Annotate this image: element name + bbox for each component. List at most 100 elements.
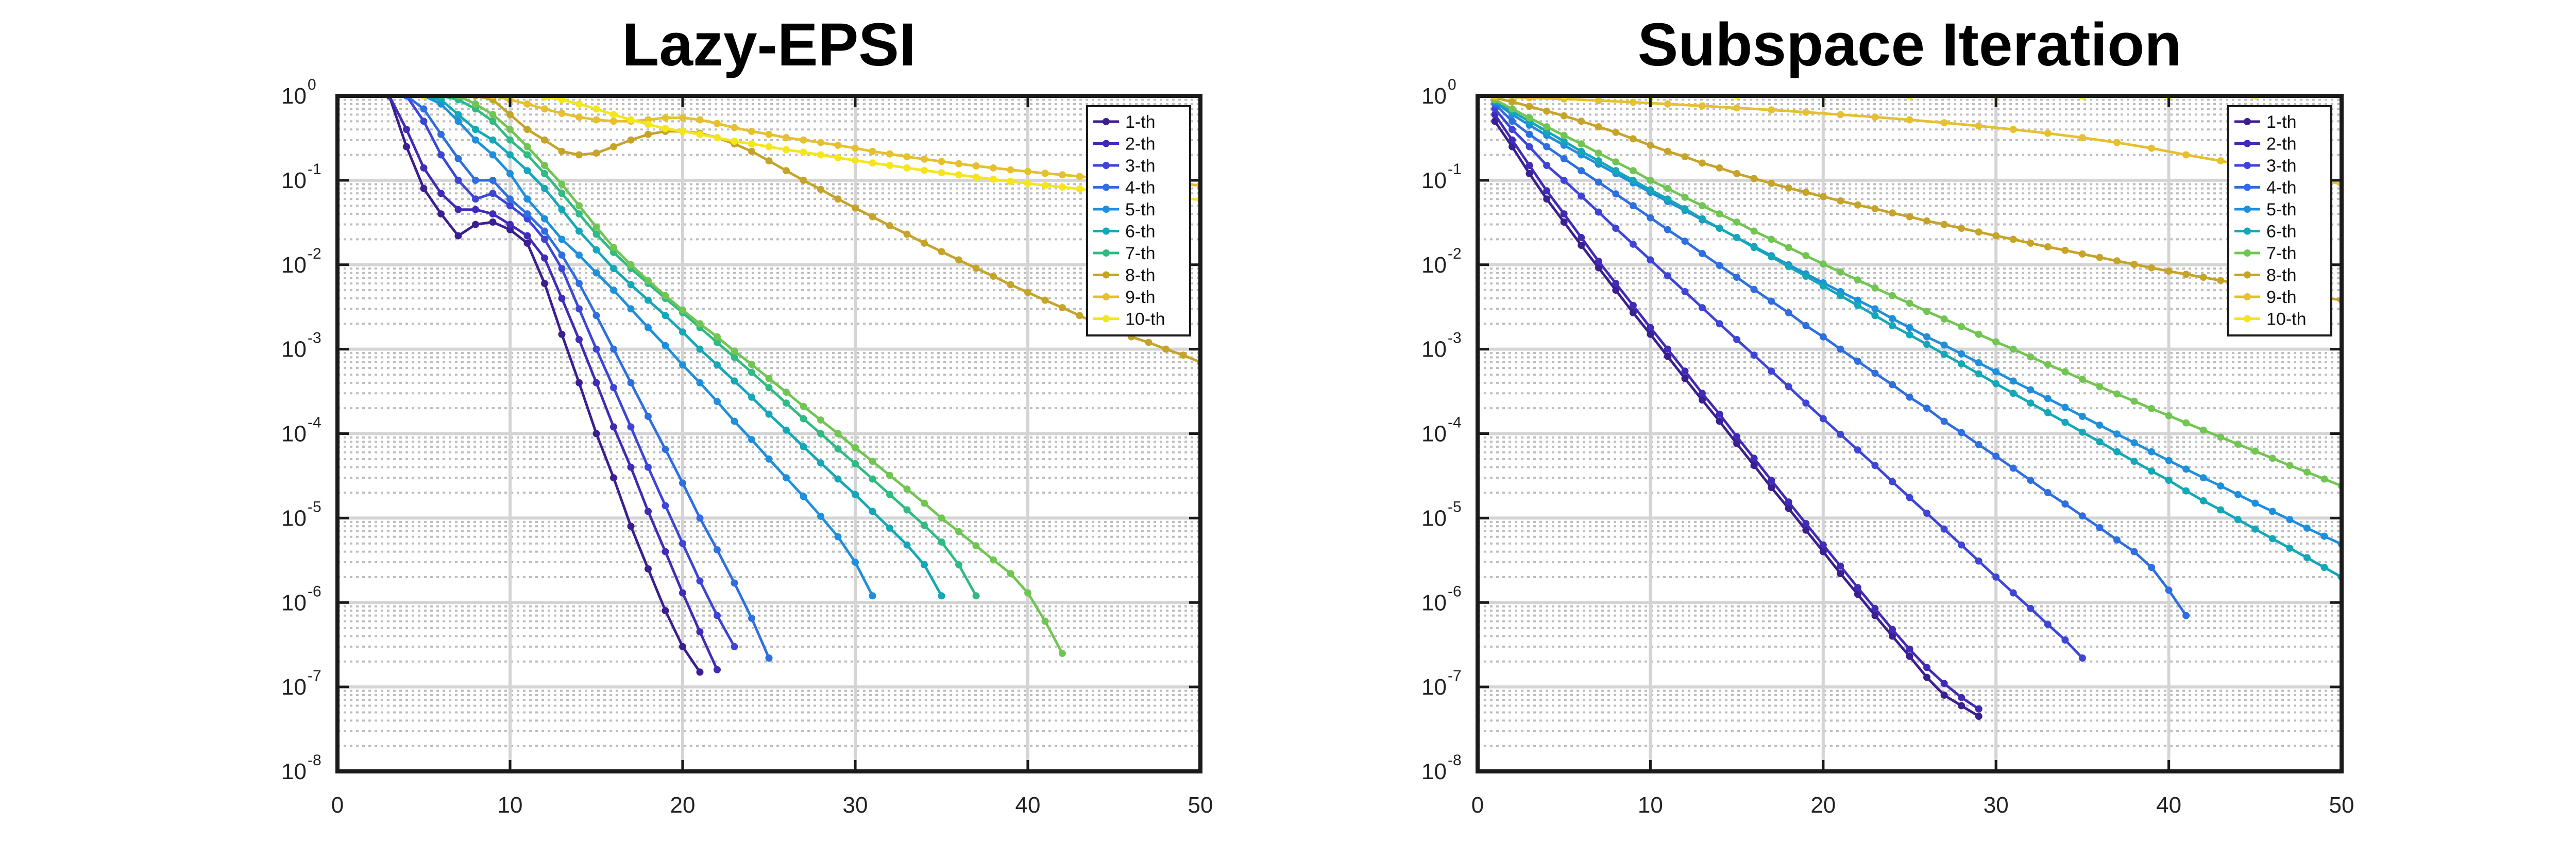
data-point: [852, 491, 859, 498]
data-point: [679, 479, 686, 487]
legend-marker: [2244, 293, 2251, 300]
data-point: [472, 206, 479, 213]
data-point: [472, 176, 479, 184]
data-point: [2078, 134, 2086, 142]
data-point: [1854, 301, 1861, 309]
data-point: [2320, 564, 2328, 571]
y-tick-label: 10 -1: [281, 161, 321, 193]
data-point: [2217, 277, 2225, 284]
y-tick-exponent: -5: [1448, 498, 1462, 515]
data-point: [1560, 176, 1568, 184]
data-point: [1629, 309, 1637, 316]
data-point: [1647, 330, 1654, 338]
data-point: [800, 493, 807, 500]
y-tick-exponent: -8: [1448, 752, 1462, 769]
data-point: [1940, 350, 1948, 358]
data-point: [523, 210, 531, 218]
data-point: [1595, 157, 1602, 165]
data-point: [800, 148, 807, 156]
data-point: [1007, 178, 1014, 185]
data-point: [645, 463, 652, 471]
legend-marker: [1103, 118, 1110, 125]
data-point: [2199, 497, 2207, 504]
data-point: [1750, 175, 1758, 182]
y-tick-label: 10 -8: [1421, 752, 1462, 784]
data-point: [2286, 516, 2294, 524]
data-point: [1664, 195, 1671, 203]
data-point: [1854, 296, 1861, 304]
data-point: [1871, 205, 1879, 213]
data-point: [748, 368, 755, 376]
data-point: [558, 147, 566, 155]
data-point: [506, 151, 514, 159]
legend-marker: [2244, 206, 2251, 213]
data-point: [1007, 570, 1014, 578]
data-point: [1612, 287, 1620, 294]
y-tick-label: 10 -5: [1421, 498, 1462, 531]
data-point: [2113, 448, 2121, 456]
data-point: [2009, 377, 2017, 385]
y-tick-exponent: -2: [1448, 245, 1462, 262]
data-point: [454, 117, 462, 125]
data-point: [1854, 358, 1861, 365]
data-point: [1785, 504, 1792, 512]
data-point: [2027, 353, 2035, 361]
data-point: [592, 312, 600, 319]
y-tick-label: 10 -4: [1421, 414, 1462, 447]
data-point: [938, 248, 945, 256]
data-point: [662, 312, 669, 319]
data-point: [1733, 440, 1741, 447]
data-point: [714, 339, 721, 346]
y-tick-exponent: -4: [308, 414, 321, 431]
data-point: [2009, 464, 2017, 472]
data-point: [1629, 98, 1637, 106]
data-point: [1871, 612, 1879, 619]
data-point: [869, 159, 876, 167]
data-point: [679, 127, 686, 135]
data-point: [454, 176, 462, 184]
data-point: [2148, 144, 2156, 152]
data-point: [1578, 167, 1585, 175]
data-point: [575, 251, 583, 259]
data-point: [610, 287, 617, 294]
legend-item: 5-th: [1093, 200, 1156, 220]
x-tick-label: 10: [1638, 793, 1663, 818]
data-point: [886, 471, 893, 479]
data-point: [679, 361, 686, 369]
data-point: [817, 416, 824, 424]
data-point: [1595, 149, 1602, 157]
data-point: [938, 158, 945, 165]
data-point: [1802, 520, 1810, 528]
data-point: [1923, 405, 1930, 412]
data-point: [1509, 117, 1516, 125]
data-point: [610, 244, 617, 251]
data-point: [558, 180, 566, 188]
data-point: [972, 173, 980, 181]
data-point: [2217, 157, 2225, 165]
data-point: [1699, 202, 1706, 210]
data-point: [541, 227, 548, 235]
data-point: [1526, 103, 1533, 110]
data-point: [420, 117, 428, 125]
data-point: [1768, 484, 1775, 492]
data-point: [627, 423, 635, 431]
data-point: [714, 361, 721, 369]
data-point: [2130, 548, 2138, 555]
y-tick-base: 10: [281, 83, 307, 109]
data-point: [575, 227, 583, 235]
data-point: [489, 111, 497, 119]
data-point: [1923, 510, 1930, 517]
data-point: [903, 506, 911, 514]
data-point: [1543, 123, 1551, 131]
data-point: [921, 155, 928, 163]
legend-marker: [2244, 315, 2251, 323]
data-point: [1923, 341, 1930, 348]
data-point: [645, 130, 652, 138]
y-tick-label: 10 -7: [281, 667, 321, 700]
data-point: [955, 256, 962, 264]
data-point: [1802, 252, 1810, 260]
data-point: [2061, 246, 2069, 254]
data-point: [1819, 548, 1827, 555]
data-point: [679, 114, 686, 122]
